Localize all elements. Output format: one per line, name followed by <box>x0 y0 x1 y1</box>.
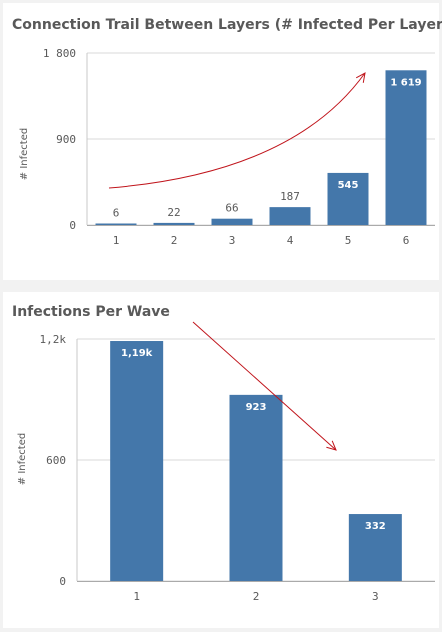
x-tick-label: 6 <box>403 234 410 247</box>
bar <box>153 222 195 225</box>
y-axis-label: # Infected <box>17 433 28 485</box>
x-tick-label: 4 <box>287 234 294 247</box>
bar <box>110 341 164 581</box>
bar <box>229 394 283 581</box>
bar <box>211 218 253 225</box>
chart-title-layers: Connection Trail Between Layers (# Infec… <box>12 17 442 33</box>
chart-title-waves: Infections Per Wave <box>12 304 170 320</box>
x-tick-label: 5 <box>345 234 352 247</box>
data-label: 6 <box>113 207 120 220</box>
y-tick-label: 0 <box>59 575 66 588</box>
x-tick-label: 3 <box>372 590 379 603</box>
data-label: 187 <box>280 190 300 203</box>
data-label: 1,19k <box>121 348 153 359</box>
x-tick-label: 1 <box>113 234 120 247</box>
bar <box>269 207 311 225</box>
trend-arrow-line <box>192 321 337 451</box>
bar <box>348 514 402 581</box>
y-tick-label: 900 <box>56 133 76 146</box>
y-axis-label: # Infected <box>19 128 30 180</box>
y-tick-label: 0 <box>69 219 76 232</box>
x-tick-label: 2 <box>253 590 260 603</box>
x-tick-label: 1 <box>133 590 140 603</box>
trend-arrow-head <box>355 72 366 83</box>
data-label: 22 <box>167 206 180 219</box>
waves-bar-chart: 0 600 1,2k # Infected 1,19k 1 923 2 332 3 <box>17 321 435 603</box>
y-tick-label: 1 800 <box>43 47 76 60</box>
data-label: 545 <box>338 180 359 191</box>
bar <box>385 70 427 225</box>
y-tick-label: 600 <box>46 454 66 467</box>
chart-panel-waves: Infections Per Wave 0 600 1,2k # Infected 1,… <box>3 292 439 628</box>
trend-arrow-curve <box>108 72 366 189</box>
data-label: 66 <box>225 202 238 215</box>
x-tick-label: 2 <box>171 234 178 247</box>
bar <box>95 223 137 225</box>
bar <box>327 172 369 225</box>
y-tick-label: 1,2k <box>40 333 67 346</box>
x-tick-label: 3 <box>229 234 236 247</box>
data-label: 1 619 <box>390 77 421 88</box>
chart-panel-layers: Connection Trail Between Layers (# Infec… <box>3 3 442 280</box>
data-label: 923 <box>246 402 267 413</box>
data-label: 332 <box>365 521 386 532</box>
trend-arrow-head <box>326 440 337 451</box>
